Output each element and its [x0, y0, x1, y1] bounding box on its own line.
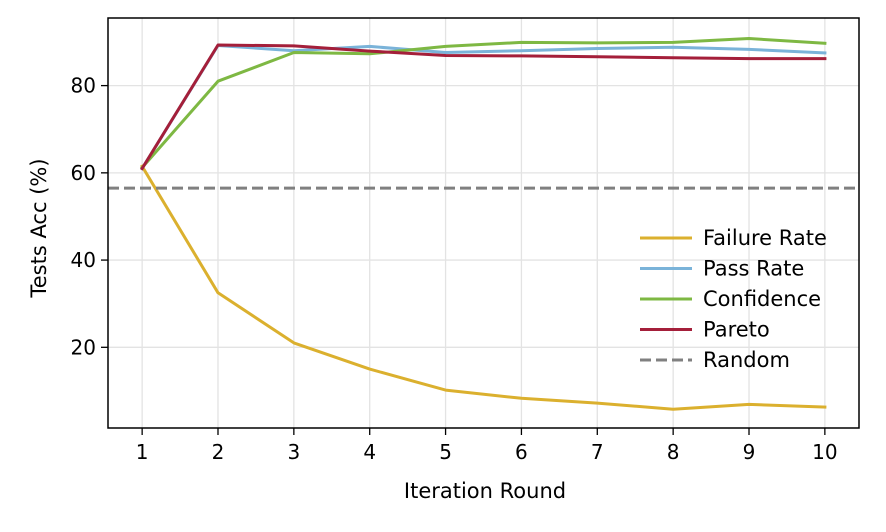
y-tick-label: 80: [71, 74, 96, 98]
x-tick-label: 4: [363, 440, 376, 464]
series-line-pass-rate: [140, 44, 827, 171]
legend-label: Pareto: [703, 318, 770, 342]
legend-label: Confidence: [703, 287, 821, 311]
x-tick-label: 6: [515, 440, 528, 464]
axes-frame: [107, 17, 860, 429]
y-axis-title: Tests Acc (%): [27, 158, 51, 298]
x-tick-label: 5: [439, 440, 452, 464]
legend: Failure Rate Pass Rate Confidence Pareto Ran…: [640, 226, 827, 372]
x-tick-label: 3: [287, 440, 300, 464]
tick-layer: 1 2 3 4 5 6 7 8 9 10 20 40 60 80: [71, 74, 838, 464]
series-line-pareto: [140, 43, 827, 171]
x-tick-label: 10: [812, 440, 837, 464]
series-layer: [108, 37, 859, 411]
x-tick-label: 9: [743, 440, 756, 464]
y-tick-label: 40: [71, 248, 96, 272]
x-axis-title: Iteration Round: [404, 479, 566, 503]
series-line-failure-rate: [140, 164, 827, 411]
plot-frame: [107, 17, 860, 429]
grid-layer: [108, 18, 859, 428]
x-tick-label: 2: [212, 440, 225, 464]
x-tick-label: 7: [591, 440, 604, 464]
y-tick-label: 20: [71, 335, 96, 359]
legend-label: Failure Rate: [703, 226, 827, 250]
x-tick-label: 1: [136, 440, 149, 464]
series-line-confidence: [139, 37, 827, 170]
legend-label: Random: [703, 348, 790, 372]
legend-label: Pass Rate: [703, 257, 804, 281]
x-tick-label: 8: [667, 440, 680, 464]
y-tick-label: 60: [71, 161, 96, 185]
